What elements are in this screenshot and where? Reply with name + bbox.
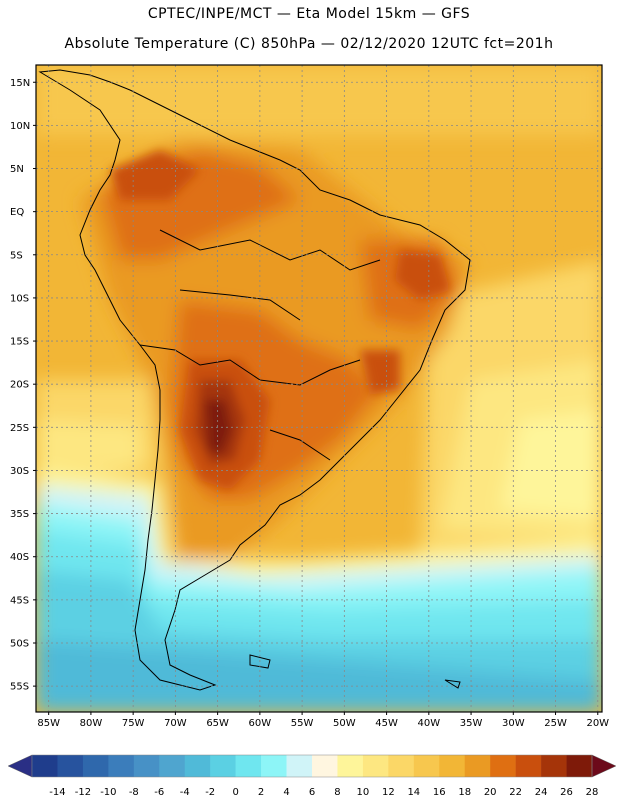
lat-label: 10N xyxy=(10,121,30,132)
colorbar-label: 26 xyxy=(560,787,573,798)
colorbar-label: -8 xyxy=(129,787,139,798)
colorbar-label: -14 xyxy=(49,787,65,798)
colorbar-label: 24 xyxy=(535,787,548,798)
colorbar-swatch xyxy=(413,755,440,777)
colorbar-swatch xyxy=(464,755,491,777)
colorbar-swatch xyxy=(210,755,236,777)
longitude-labels: 85W 80W 75W 70W 65W 60W 55W 50W 45W 40W 35W 30W 25W 2… xyxy=(37,712,609,729)
colorbar-label: -4 xyxy=(180,787,190,798)
lat-label: 35S xyxy=(10,509,29,520)
lat-label: 10S xyxy=(10,293,29,304)
colorbar-swatch xyxy=(337,755,364,777)
colorbar-swatch xyxy=(312,755,338,777)
lat-label: 45S xyxy=(10,595,29,606)
map-frame xyxy=(35,64,603,713)
title-line-1: CPTEC/INPE/MCT — Eta Model 15km — GFS xyxy=(147,6,471,22)
colorbar-label: -12 xyxy=(75,787,91,798)
lon-label: 40W xyxy=(418,718,441,729)
lon-label: 20W xyxy=(586,718,609,729)
colorbar-label: 18 xyxy=(458,787,471,798)
colorbar-label: -6 xyxy=(154,787,164,798)
colorbar-label: 8 xyxy=(334,787,340,798)
colorbar-label: -10 xyxy=(100,787,116,798)
colorbar-swatch xyxy=(235,755,262,777)
colorbar-swatch xyxy=(159,755,186,777)
colorbar-swatch xyxy=(32,755,58,777)
lon-label: 75W xyxy=(122,718,145,729)
temperature-field xyxy=(36,65,602,712)
colorbar-label: 12 xyxy=(382,787,395,798)
lat-label: 55S xyxy=(10,682,29,693)
lat-label: 15N xyxy=(10,78,30,89)
colorbar-swatch xyxy=(286,755,313,777)
lat-label: 15S xyxy=(10,337,29,348)
colorbar-swatch xyxy=(439,755,466,777)
lon-label: 45W xyxy=(375,718,398,729)
lat-label: 50S xyxy=(10,638,29,649)
lat-label: EQ xyxy=(10,207,24,218)
colorbar-swatch xyxy=(362,755,389,777)
lon-label: 80W xyxy=(80,718,103,729)
lon-label: 30W xyxy=(502,718,525,729)
colorbar-swatch xyxy=(108,755,135,777)
lon-label: 25W xyxy=(544,718,567,729)
colorbar-swatch xyxy=(133,755,160,777)
colorbar-swatch xyxy=(490,755,516,777)
lat-label: 20S xyxy=(10,380,29,391)
lon-label: 60W xyxy=(249,718,272,729)
colorbar-swatch xyxy=(57,755,84,777)
colorbar-label: 4 xyxy=(283,787,289,798)
lat-label: 30S xyxy=(10,466,29,477)
colorbar-frame xyxy=(31,754,593,778)
lat-label: 25S xyxy=(10,423,29,434)
colorbar-swatch xyxy=(261,755,287,777)
colorbar-label: 0 xyxy=(232,787,238,798)
lon-label: 50W xyxy=(333,718,356,729)
latitude-labels: 15N 10N 5N EQ 5S 10S 15S 20S 25S 30S 35S 40S 45S 50S 5… xyxy=(10,78,36,693)
lon-label: 65W xyxy=(206,718,229,729)
colorbar-label: 28 xyxy=(586,787,599,798)
title-line-2: Absolute Temperature (C) 850hPa — 02/12/… xyxy=(64,36,554,52)
graticule xyxy=(36,65,602,712)
colorbar-swatch xyxy=(541,755,567,777)
colorbar-label: -2 xyxy=(205,787,215,798)
lon-label: 55W xyxy=(291,718,314,729)
colorbar-swatch xyxy=(388,755,415,777)
colorbar-label: 10 xyxy=(357,787,370,798)
colorbar-over-arrow xyxy=(591,754,617,778)
colorbar-swatch xyxy=(82,755,109,777)
colorbar-label: 14 xyxy=(407,787,420,798)
colorbar-swatch xyxy=(184,755,211,777)
colorbar-label: 2 xyxy=(258,787,264,798)
lat-label: 40S xyxy=(10,552,29,563)
lon-label: 70W xyxy=(164,718,187,729)
lon-label: 35W xyxy=(460,718,483,729)
colorbar-label: 16 xyxy=(433,787,446,798)
lat-label: 5N xyxy=(10,164,24,175)
colorbar-under-arrow xyxy=(7,754,33,778)
colorbar-label: 6 xyxy=(309,787,315,798)
colorbar-swatch xyxy=(566,755,593,777)
colorbar-swatch xyxy=(515,755,542,777)
colorbar-label: 22 xyxy=(509,787,522,798)
colorbar-label: 20 xyxy=(484,787,497,798)
lon-label: 85W xyxy=(37,718,60,729)
colorbar: -14 -12 -10 -8 -6 -4 -2 0 2 4 6 8 10 12 14 16 18 20 22 24 26… xyxy=(7,754,617,798)
lat-label: 5S xyxy=(10,250,23,261)
